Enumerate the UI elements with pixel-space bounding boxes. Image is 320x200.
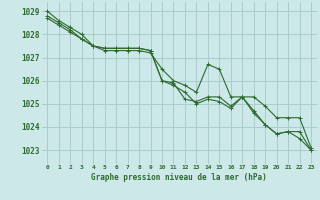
X-axis label: Graphe pression niveau de la mer (hPa): Graphe pression niveau de la mer (hPa) (91, 173, 267, 182)
